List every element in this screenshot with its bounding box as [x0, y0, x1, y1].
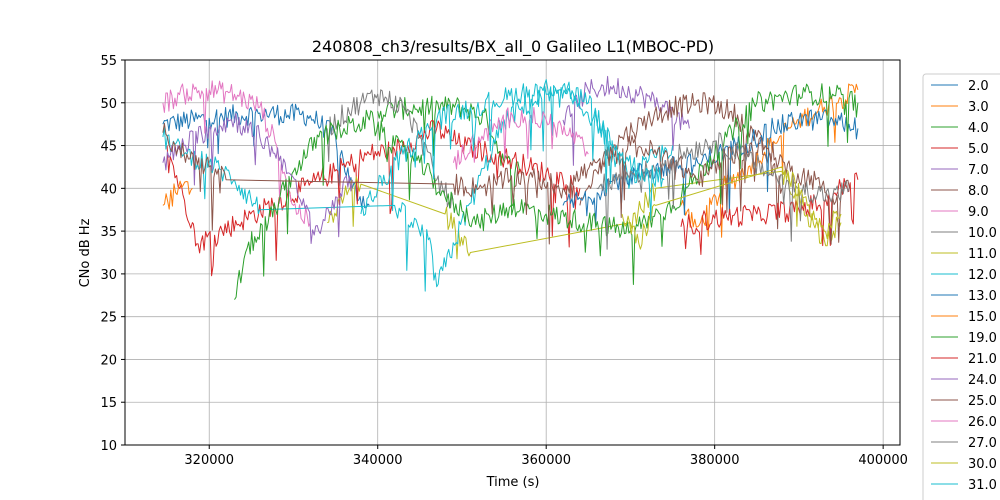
series-line-27.0 — [596, 132, 850, 250]
x-tick-label: 360000 — [521, 453, 571, 468]
series-line-11.0 — [327, 169, 842, 260]
legend-label: 19.0 — [968, 331, 997, 346]
series-line-31.0 — [360, 79, 665, 221]
chart-title: 240808_ch3/results/BX_all_0 Galileo L1(M… — [312, 37, 714, 57]
y-tick-label: 50 — [100, 97, 117, 112]
legend-label: 27.0 — [968, 436, 997, 451]
y-tick-label: 30 — [100, 268, 117, 283]
legend-label: 13.0 — [968, 289, 997, 304]
y-tick-label: 40 — [100, 182, 117, 197]
legend-label: 31.0 — [968, 478, 997, 493]
legend-label: 7.0 — [968, 163, 989, 178]
legend-label: 4.0 — [968, 121, 989, 136]
series-line-5.0 — [166, 119, 581, 277]
legend-label: 25.0 — [968, 394, 997, 409]
legend-label: 2.0 — [968, 79, 989, 94]
legend-box — [922, 73, 1000, 500]
legend-label: 26.0 — [968, 415, 997, 430]
y-tick-label: 55 — [100, 54, 117, 69]
x-tick-label: 400000 — [858, 453, 908, 468]
series-lines — [162, 75, 859, 300]
y-tick-label: 10 — [100, 439, 117, 454]
series-line-12.0 — [162, 85, 674, 292]
series-line-30.0 — [621, 166, 842, 250]
x-axis-title: Time (s) — [486, 475, 540, 490]
y-tick-label: 25 — [100, 311, 117, 326]
plot-area-frame — [124, 59, 901, 446]
x-tick-label: 340000 — [353, 453, 403, 468]
legend-label: 11.0 — [968, 247, 997, 262]
legend-label: 8.0 — [968, 184, 989, 199]
legend-label: 30.0 — [968, 457, 997, 472]
legend-label: 21.0 — [968, 352, 997, 367]
legend-label: 5.0 — [968, 142, 989, 157]
legend-label: 24.0 — [968, 373, 997, 388]
legend-label: 9.0 — [968, 205, 989, 220]
legend-label: 10.0 — [968, 226, 997, 241]
legend-label: 15.0 — [968, 310, 997, 325]
series-line-10.0 — [326, 89, 454, 209]
series-line-19.0 — [234, 83, 859, 300]
series-line-26.0 — [453, 107, 589, 170]
legend-label: 12.0 — [968, 268, 997, 283]
y-tick-label: 15 — [100, 396, 117, 411]
series-line-13.0 — [562, 109, 859, 225]
series-line-24.0 — [162, 113, 353, 244]
y-tick-label: 35 — [100, 225, 117, 240]
series-line-25.0 — [162, 122, 850, 245]
axis-ticks: 320000 340000 360000 380000 400000 10 15 20 25 30… — [100, 54, 908, 468]
legend: 2.0 3.0 4.0 5.0 7.0 8.0 9.0 10.0 11.0 12.0 13.0 15.… — [922, 73, 1000, 500]
x-tick-label: 320000 — [184, 453, 234, 468]
y-axis-title: CNo dB Hz — [78, 218, 93, 287]
y-tick-label: 45 — [100, 140, 117, 155]
series-line-9.0 — [162, 80, 311, 227]
y-tick-label: 20 — [100, 353, 117, 368]
x-tick-label: 380000 — [690, 453, 740, 468]
legend-label: 3.0 — [968, 100, 989, 115]
series-line-15.0 — [162, 180, 193, 210]
